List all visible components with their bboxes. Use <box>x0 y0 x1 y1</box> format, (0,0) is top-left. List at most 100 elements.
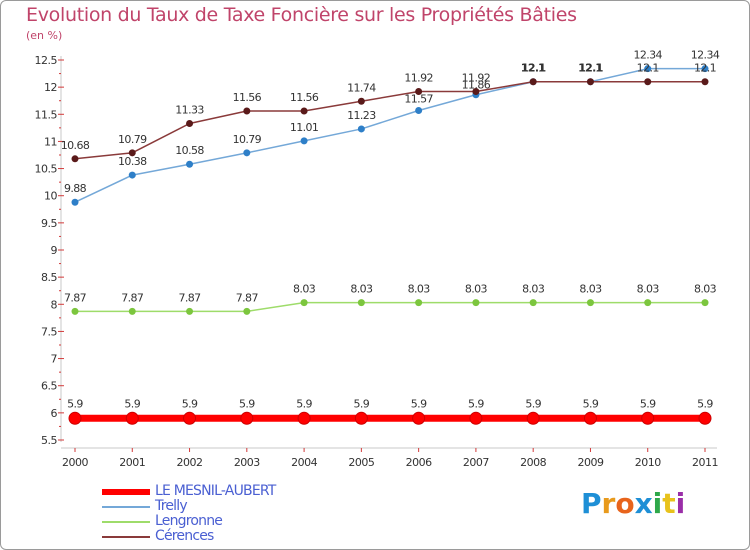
y-tick-label: 12.5 <box>35 54 58 67</box>
logo-letter: x <box>634 487 653 520</box>
legend-swatch-trelly <box>102 506 150 508</box>
data-point-trelly <box>243 149 251 157</box>
legend-swatch-cerences <box>102 536 150 538</box>
x-tick-label: 2002 <box>177 456 203 469</box>
data-label-cerences: 12.1 <box>578 62 603 75</box>
x-tick-label: 2010 <box>635 456 661 469</box>
data-point-lengronne <box>644 299 652 307</box>
data-point-lengronne <box>529 299 537 307</box>
data-label-cerences: 11.74 <box>347 81 376 94</box>
data-point-cerences <box>701 78 709 86</box>
data-label-trelly: 10.38 <box>118 155 147 168</box>
legend-label-trelly: Trelly <box>155 498 188 514</box>
data-label-cerences: 12.1 <box>521 62 546 75</box>
data-label-trelly: 11.57 <box>404 92 433 105</box>
data-label-le-mesnil-aubert: 5.9 <box>583 397 599 410</box>
unit-label: (en %) <box>26 29 63 42</box>
data-point-cerences <box>71 155 79 163</box>
data-label-le-mesnil-aubert: 5.9 <box>525 397 541 410</box>
logo-letter: t <box>662 487 676 520</box>
data-point-le-mesnil-aubert <box>68 411 82 425</box>
data-point-le-mesnil-aubert <box>469 411 483 425</box>
legend-label-cerences: Cérences <box>155 528 214 544</box>
data-label-cerences: 10.79 <box>118 133 147 146</box>
data-point-trelly <box>300 137 308 145</box>
data-label-trelly: 11.23 <box>347 109 376 122</box>
x-tick-label: 2007 <box>463 456 489 469</box>
data-point-le-mesnil-aubert <box>412 411 426 425</box>
data-point-lengronne <box>415 299 423 307</box>
series-line-cerences <box>74 80 705 160</box>
data-point-lengronne <box>357 299 365 307</box>
data-label-trelly: 11.01 <box>290 121 319 134</box>
logo-letter: P <box>581 487 602 520</box>
data-label-cerences: 12.1 <box>637 62 659 75</box>
data-label-le-mesnil-aubert: 5.9 <box>182 397 198 410</box>
data-label-trelly: 12.1 <box>579 62 601 75</box>
x-tick-label: 2009 <box>577 456 603 469</box>
data-point-cerences <box>186 120 194 128</box>
y-tick-label: 5.5 <box>41 434 57 447</box>
data-point-cerences <box>529 78 537 86</box>
data-label-lengronne: 8.03 <box>579 283 602 296</box>
data-label-le-mesnil-aubert: 5.9 <box>296 397 312 410</box>
data-label-le-mesnil-aubert: 5.9 <box>67 397 83 410</box>
data-label-trelly: 12.1 <box>522 62 544 75</box>
data-point-cerences <box>415 87 423 95</box>
x-tick-label: 2005 <box>348 456 374 469</box>
data-label-cerences: 12.1 <box>694 62 716 75</box>
data-label-cerences: 11.56 <box>290 91 319 104</box>
data-point-cerences <box>128 149 136 157</box>
y-tick-label: 6.5 <box>41 380 57 393</box>
y-tick-label: 7 <box>51 353 58 366</box>
data-label-le-mesnil-aubert: 5.9 <box>239 397 255 410</box>
data-label-lengronne: 8.03 <box>408 283 431 296</box>
y-tick-label: 7.5 <box>41 325 57 338</box>
data-label-trelly: 12.34 <box>633 49 662 62</box>
data-point-lengronne <box>243 307 251 315</box>
data-label-trelly: 11.86 <box>462 79 491 92</box>
x-tick-label: 2001 <box>119 456 145 469</box>
data-label-trelly: 9.88 <box>64 182 87 195</box>
x-tick-label: 2006 <box>406 456 432 469</box>
data-point-le-mesnil-aubert <box>698 411 712 425</box>
data-point-trelly <box>128 171 136 179</box>
series-line-lengronne <box>75 301 705 313</box>
data-point-le-mesnil-aubert <box>240 411 254 425</box>
data-label-cerences: 11.92 <box>404 71 433 84</box>
data-point-cerences <box>300 107 308 115</box>
data-point-lengronne <box>472 299 480 307</box>
series-line-trelly <box>74 67 705 203</box>
data-point-cerences <box>586 78 594 86</box>
data-label-le-mesnil-aubert: 5.9 <box>468 397 484 410</box>
data-point-cerences <box>243 107 251 115</box>
data-point-le-mesnil-aubert <box>641 411 655 425</box>
data-label-lengronne: 8.03 <box>293 283 316 296</box>
chart-title: Evolution du Taux de Taxe Foncière sur l… <box>26 4 577 26</box>
data-labels: 7.87 7.87 7.87 7.87 8.03 8.03 8.03 8.03 8.03 8.03… <box>61 49 721 411</box>
data-point-le-mesnil-aubert <box>354 411 368 425</box>
data-point-le-mesnil-aubert <box>297 411 311 425</box>
data-point-cerences <box>644 78 652 86</box>
logo-letter: o <box>615 487 635 520</box>
x-tick-label: 2011 <box>692 456 718 469</box>
data-point-trelly <box>644 65 652 73</box>
data-label-le-mesnil-aubert: 5.9 <box>697 397 713 410</box>
x-tick-label: 2008 <box>520 456 546 469</box>
data-point-le-mesnil-aubert <box>183 411 197 425</box>
data-point-lengronne <box>128 307 136 315</box>
logo-letter: i <box>675 487 686 520</box>
data-label-cerences: 11.33 <box>175 104 204 117</box>
x-tick-label: 2004 <box>291 456 317 469</box>
data-point-trelly <box>186 160 194 168</box>
data-point-lengronne <box>71 307 79 315</box>
data-label-le-mesnil-aubert: 5.9 <box>354 397 370 410</box>
y-tick-label: 8 <box>51 298 58 311</box>
legend-label-lengronne: Lengronne <box>155 513 223 529</box>
data-point-lengronne <box>586 299 594 307</box>
data-point-trelly <box>357 125 365 133</box>
proxiti-logo: Proxiti <box>581 487 685 520</box>
data-label-cerences: 11.56 <box>233 91 262 104</box>
